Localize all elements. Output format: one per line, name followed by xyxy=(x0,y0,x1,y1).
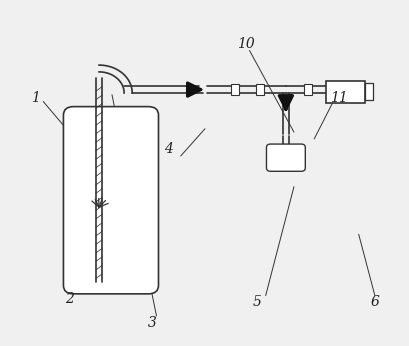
Text: 6: 6 xyxy=(369,295,378,309)
Bar xyxy=(255,84,263,95)
Text: 11: 11 xyxy=(329,91,346,105)
Text: 5: 5 xyxy=(252,295,261,309)
Bar xyxy=(303,84,311,95)
FancyBboxPatch shape xyxy=(266,144,305,171)
Bar xyxy=(231,84,239,95)
Text: 1: 1 xyxy=(31,91,40,105)
Bar xyxy=(364,83,372,100)
Bar xyxy=(326,81,364,102)
FancyBboxPatch shape xyxy=(63,107,158,294)
Text: 4: 4 xyxy=(164,142,173,156)
Text: 2: 2 xyxy=(65,292,74,306)
Text: 10: 10 xyxy=(236,37,254,51)
Text: 3: 3 xyxy=(148,316,157,330)
